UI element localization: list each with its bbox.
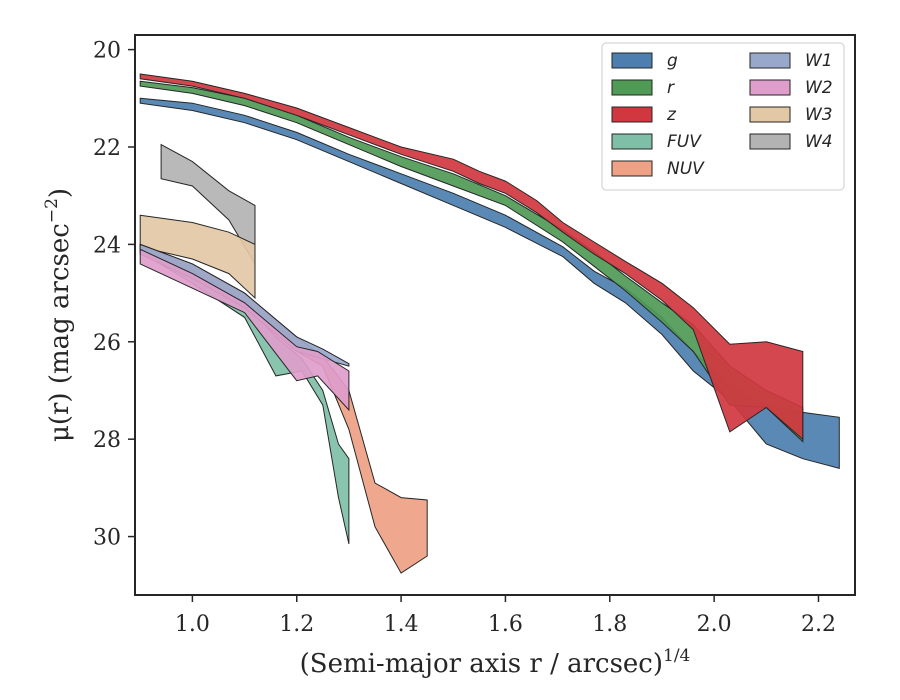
legend-swatch-g <box>611 52 653 69</box>
y-tick-label: 24 <box>93 233 121 258</box>
x-tick-label: 1.4 <box>384 612 419 637</box>
band-z <box>139 73 804 441</box>
legend-swatch-w3 <box>749 106 791 123</box>
plot-area <box>139 73 840 574</box>
legend-label-w2: W2 <box>805 78 833 98</box>
x-tick-label: 1.6 <box>488 612 523 637</box>
y-tick-label: 28 <box>93 428 121 453</box>
y-axis-label-close: ) <box>45 188 75 198</box>
y-tick-label: 20 <box>93 39 121 64</box>
legend-label-w4: W4 <box>805 132 833 152</box>
y-axis-label-exponent: −2 <box>42 198 62 223</box>
legend-swatch-w2 <box>749 79 791 96</box>
legend-label-g: g <box>667 51 678 71</box>
band-fuv <box>139 243 350 545</box>
x-axis-label: (Semi-major axis r / arcsec)1/4 <box>300 646 691 679</box>
x-tick-label: 1.8 <box>592 612 627 637</box>
y-tick-label: 22 <box>93 136 121 161</box>
y-tick-label: 30 <box>93 526 121 551</box>
band-nuv <box>139 243 428 574</box>
legend-swatch-fuv <box>611 133 653 150</box>
legend-swatch-z <box>611 106 653 123</box>
legend-label-w3: W3 <box>805 105 833 125</box>
legend-label-z: z <box>666 105 677 125</box>
band-g <box>139 97 840 470</box>
legend-label-r: r <box>667 78 675 98</box>
legend-swatch-w1 <box>749 52 791 69</box>
legend-label-fuv: FUV <box>667 132 702 152</box>
legend: grz FUV NUV W1 W2 W3 W4 <box>601 42 845 191</box>
legend-swatch-w4 <box>749 133 791 150</box>
legend-swatch-r <box>611 79 653 96</box>
x-tick-label: 1.2 <box>279 612 314 637</box>
band-r <box>139 80 804 443</box>
x-tick-label: 1.0 <box>175 612 210 637</box>
y-tick-label: 26 <box>93 331 121 356</box>
legend-swatch-nuv <box>611 160 653 177</box>
y-axis-label: μ(r) (mag arcsec−2) <box>42 188 75 442</box>
axes-frame <box>134 34 856 596</box>
x-axis-label-text: (Semi-major axis r / arcsec) <box>300 649 663 679</box>
legend-label-w1: W1 <box>805 51 833 71</box>
x-axis-label-exponent: 1/4 <box>663 646 690 666</box>
legend-label-nuv: NUV <box>667 159 705 179</box>
x-tick-label: 2.2 <box>801 612 836 637</box>
y-axis-label-text: μ(r) (mag arcsec <box>45 223 75 442</box>
axis-ticks: 1.0 1.2 1.4 1.6 1.8 2.0 2.2 20 22 24 26 28 30 <box>93 39 836 637</box>
band-w2 <box>139 248 350 412</box>
x-tick-label: 2.0 <box>697 612 732 637</box>
